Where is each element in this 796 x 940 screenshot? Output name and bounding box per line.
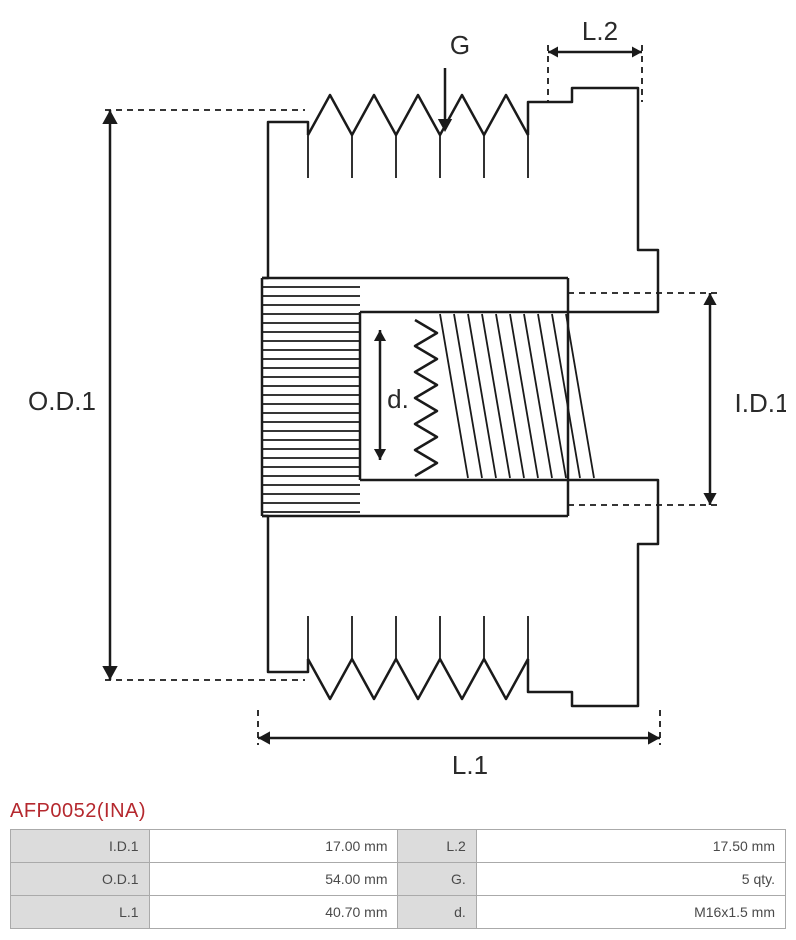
svg-text:L.1: L.1 [452, 750, 488, 780]
pulley-schematic-svg: G L.2 O.D.1 d. I.D.1 L.1 [10, 10, 786, 790]
spec-label: O.D.1 [11, 863, 150, 896]
specifications-table: I.D.117.00 mmL.217.50 mmO.D.154.00 mmG.5… [10, 829, 786, 929]
table-row: L.140.70 mmd.M16x1.5 mm [11, 896, 786, 929]
technical-diagram: G L.2 O.D.1 d. I.D.1 L.1 [10, 10, 786, 790]
table-row: O.D.154.00 mmG.5 qty. [11, 863, 786, 896]
spec-label: d. [398, 896, 476, 929]
svg-text:d.: d. [387, 384, 409, 414]
svg-text:I.D.1: I.D.1 [735, 388, 786, 418]
part-number-title: AFP0052(INA) [10, 800, 786, 823]
svg-text:O.D.1: O.D.1 [28, 386, 96, 416]
spec-label: L.2 [398, 830, 476, 863]
svg-text:L.2: L.2 [582, 16, 618, 46]
spec-value: 17.50 mm [476, 830, 785, 863]
spec-label: I.D.1 [11, 830, 150, 863]
table-row: I.D.117.00 mmL.217.50 mm [11, 830, 786, 863]
spec-value: 54.00 mm [149, 863, 398, 896]
spec-value: 17.00 mm [149, 830, 398, 863]
spec-label: G. [398, 863, 476, 896]
spec-label: L.1 [11, 896, 150, 929]
spec-value: M16x1.5 mm [476, 896, 785, 929]
svg-text:G: G [450, 30, 470, 60]
spec-value: 40.70 mm [149, 896, 398, 929]
spec-value: 5 qty. [476, 863, 785, 896]
